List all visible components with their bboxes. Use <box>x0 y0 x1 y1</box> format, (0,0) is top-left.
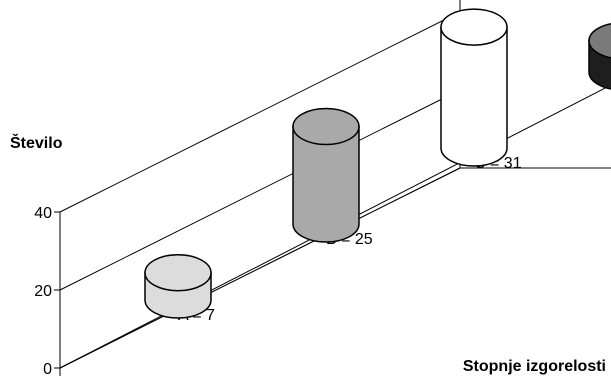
bar-C <box>440 8 508 167</box>
bar-top <box>588 23 611 59</box>
bar-top <box>440 8 508 46</box>
y-axis-label: Število <box>10 133 63 152</box>
bar-D <box>588 23 611 90</box>
bar-A <box>144 253 212 319</box>
bar-body <box>292 125 360 243</box>
bars <box>144 8 611 319</box>
bar-B <box>292 107 360 243</box>
gridline <box>59 11 461 213</box>
y-tick-label: 40 <box>34 205 52 222</box>
y-tick-label: 20 <box>34 283 52 300</box>
y-axis: 0 20 40 <box>34 205 61 377</box>
x-axis-label: Stopnje izgorelosti <box>463 358 606 375</box>
gridline <box>59 89 461 291</box>
bar-top <box>144 253 212 292</box>
bar-top <box>292 107 360 146</box>
y-tick-label: 0 <box>43 361 52 377</box>
bar-body <box>440 26 508 167</box>
gridlines <box>59 11 461 369</box>
gridline <box>59 167 461 369</box>
